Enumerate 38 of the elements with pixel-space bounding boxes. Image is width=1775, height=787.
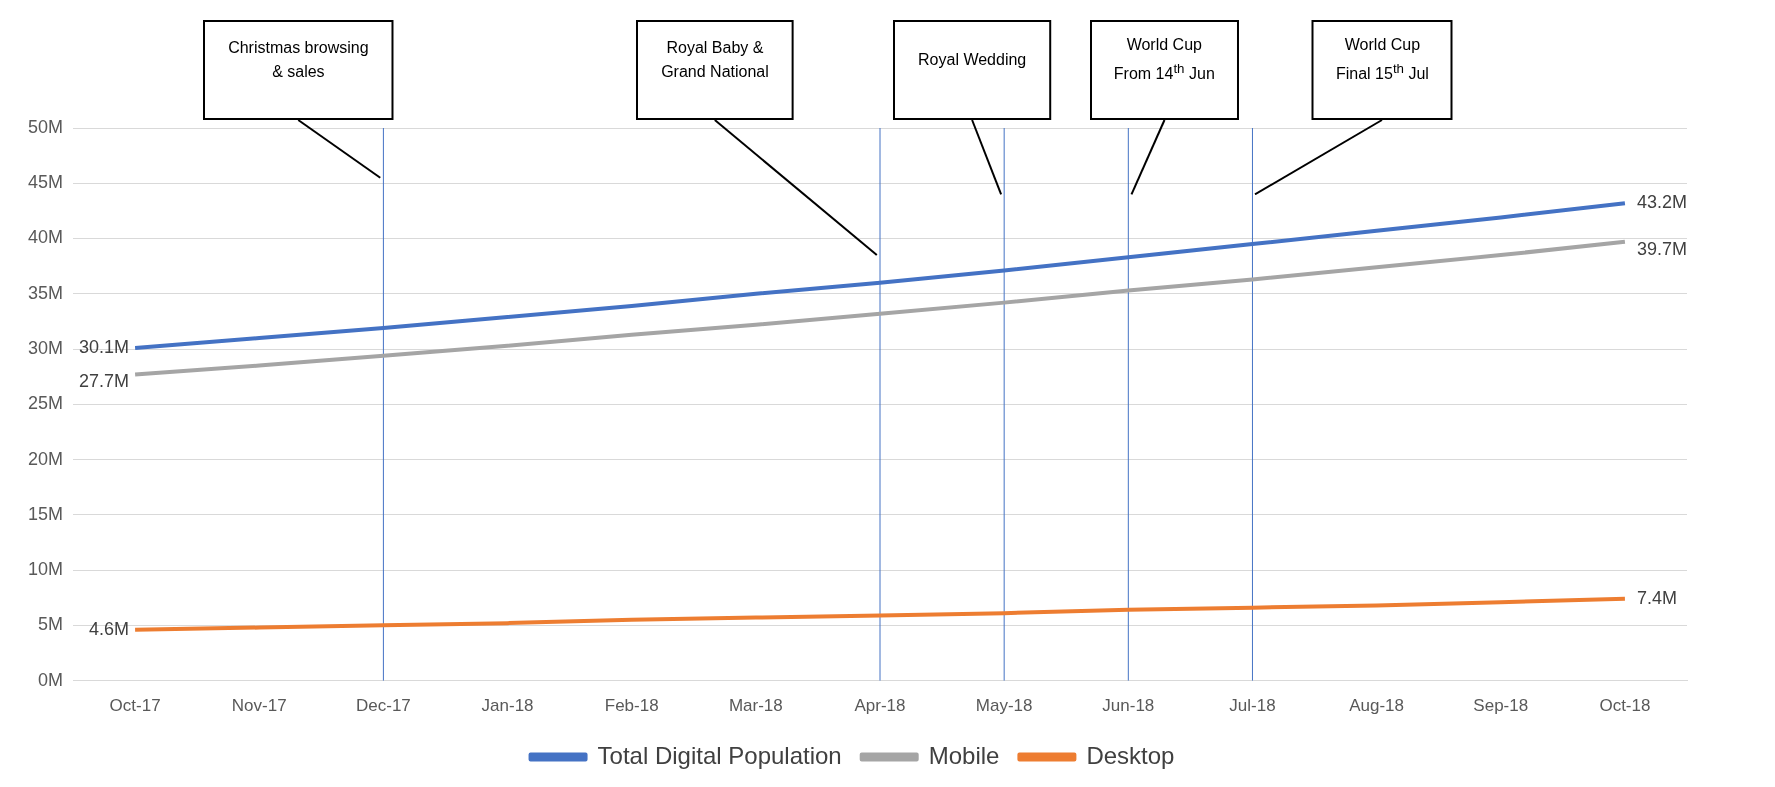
legend-label: Total Digital Population [597,741,842,769]
data-label: 30.1M [79,336,130,357]
y-tick-label: 10M [28,559,64,580]
text: Royal Wedding [918,50,1027,70]
x-tick-label: Jun-18 [1102,696,1155,716]
y-tick-label: 0M [38,669,64,690]
data-label: 4.6M [89,618,130,639]
x-tick-label: Dec-17 [355,696,411,716]
data-label: 27.7M [79,371,130,392]
y-tick-label: 30M [28,338,64,359]
x-tick-label: May-18 [975,696,1033,716]
x-tick-label: Feb-18 [604,696,659,716]
text: Christmas browsing & sales [228,38,369,82]
y-tick-label: 45M [28,172,64,193]
x-tick-label: Oct-18 [1599,696,1651,716]
x-tick-label: Apr-18 [854,696,906,716]
y-tick-label: 15M [28,503,64,524]
legend-label: Desktop [1086,741,1175,769]
text: World Cup Final 15$^{th}$ Jul [1335,35,1429,85]
data-label: 7.4M [1636,587,1677,608]
x-tick-label: Jan-18 [481,696,534,716]
x-tick-label: Sep-18 [1473,696,1529,716]
x-tick-label: Oct-17 [109,696,161,716]
data-label: 43.2M [1636,192,1687,213]
legend-label: Mobile [928,741,1000,769]
text: World Cup From 14$^{th}$ Jun [1113,35,1215,85]
y-tick-label: 35M [28,282,64,303]
x-tick-label: Jul-18 [1229,696,1276,716]
y-tick-label: 20M [28,448,64,469]
text: Royal Baby & Grand National [661,38,769,82]
y-tick-label: 50M [28,116,64,137]
y-tick-label: 5M [38,614,64,635]
data-label: 39.7M [1636,238,1687,259]
y-tick-label: 25M [28,393,64,414]
x-tick-label: Nov-17 [231,696,287,716]
y-tick-label: 40M [28,227,64,248]
x-tick-label: Aug-18 [1349,696,1405,716]
x-tick-label: Mar-18 [728,696,783,716]
